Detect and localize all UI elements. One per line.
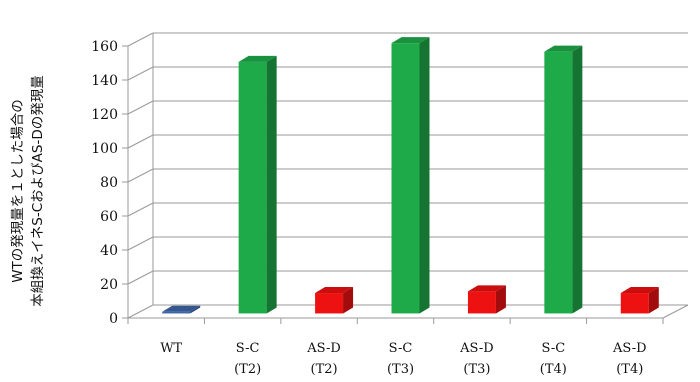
bar bbox=[467, 291, 496, 314]
x-tick-sublabel: (T3) bbox=[463, 362, 490, 377]
bar-side bbox=[495, 285, 506, 314]
gridline-depth bbox=[127, 270, 154, 285]
x-tick-sublabel: (T4) bbox=[540, 362, 567, 377]
bar-top bbox=[620, 287, 659, 294]
bar bbox=[544, 51, 573, 314]
bar bbox=[238, 61, 267, 314]
bar-side bbox=[190, 305, 201, 314]
gridline-depth bbox=[127, 134, 154, 149]
gridline-depth bbox=[127, 100, 154, 115]
bar bbox=[620, 293, 649, 314]
y-tick-label: 60 bbox=[100, 209, 118, 225]
y-tick-label: 20 bbox=[100, 277, 118, 293]
bar-top bbox=[238, 55, 277, 62]
y-tick-label: 0 bbox=[109, 311, 118, 327]
y-tick-label: 120 bbox=[91, 107, 118, 123]
bar-side bbox=[343, 287, 354, 314]
y-axis-label: 本組換えイネS-CおよびAS-Dの発現量 bbox=[30, 75, 46, 306]
bar bbox=[162, 311, 191, 314]
bar-top bbox=[391, 37, 430, 44]
bar bbox=[391, 43, 420, 314]
x-tick-label: AS-D bbox=[459, 341, 494, 356]
gridline-depth bbox=[127, 202, 154, 217]
bar bbox=[315, 293, 344, 314]
x-tick-label: AS-D bbox=[612, 341, 647, 356]
y-tick-label: 140 bbox=[91, 73, 118, 89]
x-tick-sublabel: (T2) bbox=[311, 362, 338, 377]
bar-side bbox=[572, 45, 583, 314]
gridline-depth bbox=[127, 32, 154, 47]
x-tick-label: S-C bbox=[236, 341, 260, 356]
bar-top bbox=[467, 285, 506, 292]
x-tick-sublabel: (T4) bbox=[616, 362, 643, 377]
bar-top bbox=[315, 287, 354, 294]
gridline-depth bbox=[127, 168, 154, 183]
x-tick-sublabel: (T3) bbox=[387, 362, 414, 377]
gridline-depth bbox=[127, 304, 154, 319]
x-tick-label: S-C bbox=[389, 341, 413, 356]
floor-right-edge bbox=[662, 304, 689, 319]
gridline-depth bbox=[127, 236, 154, 251]
y-tick-label: 40 bbox=[100, 243, 118, 259]
bar-top bbox=[544, 45, 583, 52]
gridline-depth bbox=[127, 66, 154, 81]
bar-side bbox=[266, 55, 277, 314]
x-tick-label: AS-D bbox=[306, 341, 341, 356]
bar-side bbox=[648, 287, 659, 314]
y-tick-label: 80 bbox=[100, 175, 118, 191]
x-tick-label: WT bbox=[160, 341, 182, 356]
x-tick-sublabel: (T2) bbox=[234, 362, 261, 377]
bar-side bbox=[419, 37, 430, 314]
y-axis-label: WTの発現量を１とした場合の bbox=[10, 99, 26, 283]
y-tick-label: 160 bbox=[91, 39, 118, 55]
y-tick-label: 100 bbox=[91, 141, 118, 157]
x-tick-label: S-C bbox=[541, 341, 565, 356]
bar-top bbox=[162, 305, 201, 312]
